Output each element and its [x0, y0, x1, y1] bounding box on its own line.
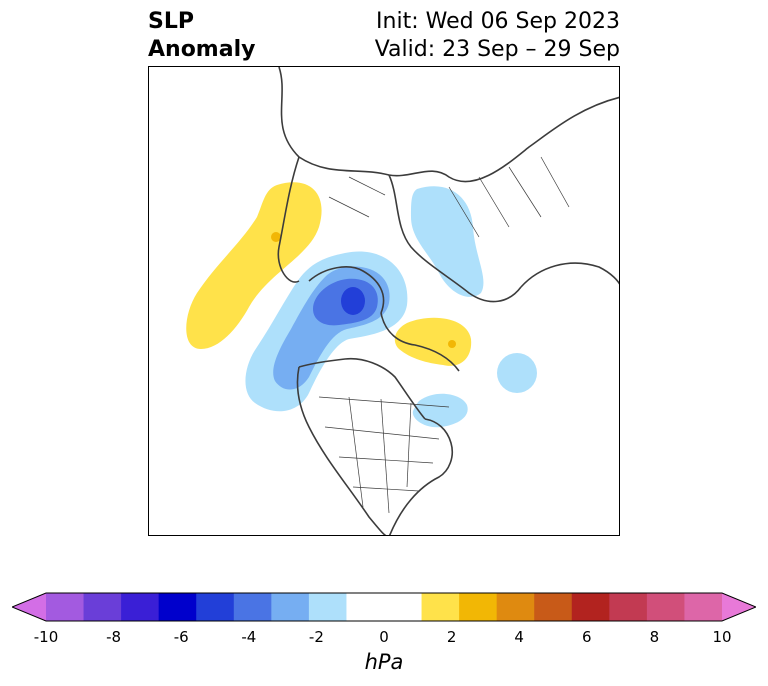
colorbar-svg: [10, 592, 758, 622]
colorbar-min-extend: [12, 593, 46, 621]
colorbar-segment: [308, 593, 347, 621]
colorbar: [10, 592, 758, 622]
colorbar-segment: [571, 593, 610, 621]
colorbar-segment: [421, 593, 460, 621]
negative-anomaly-atlantic-east: [497, 353, 537, 393]
colorbar-segment: [83, 593, 122, 621]
positive-core-pacific: [271, 232, 281, 242]
positive-anomaly-pacific: [186, 182, 322, 349]
coastlines: [277, 67, 619, 535]
colorbar-segment: [46, 593, 85, 621]
colorbar-tick-label: -10: [33, 628, 59, 646]
positive-core-greenland: [448, 340, 456, 348]
colorbar-segment: [121, 593, 160, 621]
colorbar-tick-label: -8: [106, 628, 122, 646]
colorbar-segment: [646, 593, 685, 621]
title-line-1: SLP: [148, 9, 194, 34]
colorbar-segment: [684, 593, 723, 621]
colorbar-segment: [384, 593, 423, 621]
colorbar-tick-label: -6: [173, 628, 189, 646]
init-date: Init: Wed 06 Sep 2023: [376, 9, 620, 34]
borders: [318, 156, 570, 514]
colorbar-tick-label: 10: [712, 628, 732, 646]
colorbar-segment: [459, 593, 498, 621]
negative-anomaly-siberia: [411, 186, 484, 297]
polar-map: [148, 66, 620, 536]
positive-anomaly-greenland: [394, 317, 472, 366]
forecast-dates: Init: Wed 06 Sep 2023 Valid: 23 Sep – 29…: [375, 8, 620, 64]
colorbar-tick-label: 4: [514, 628, 524, 646]
colorbar-tick-label: -2: [308, 628, 324, 646]
colorbar-segment: [271, 593, 310, 621]
colorbar-max-extend: [722, 593, 756, 621]
negative-anomaly-canada-core: [341, 287, 365, 315]
colorbar-segment: [609, 593, 648, 621]
colorbar-tick-label: 0: [379, 628, 389, 646]
title-line-2: Anomaly: [148, 37, 256, 62]
colorbar-tick-label: 2: [446, 628, 457, 646]
colorbar-unit-label: hPa: [364, 650, 404, 674]
colorbar-segment: [233, 593, 272, 621]
colorbar-segment: [534, 593, 573, 621]
map-canvas: [186, 67, 619, 535]
valid-range: Valid: 23 Sep – 29 Sep: [374, 37, 620, 62]
colorbar-tick-label: 8: [649, 628, 660, 646]
colorbar-segment: [196, 593, 235, 621]
colorbar-segment: [158, 593, 197, 621]
colorbar-tick-label: 6: [582, 628, 592, 646]
colorbar-tick-label: -4: [241, 628, 257, 646]
colorbar-segment: [346, 593, 385, 621]
map-title: SLP Anomaly: [148, 8, 255, 64]
colorbar-segment: [496, 593, 535, 621]
negative-anomaly-atlantic-west: [412, 393, 468, 428]
